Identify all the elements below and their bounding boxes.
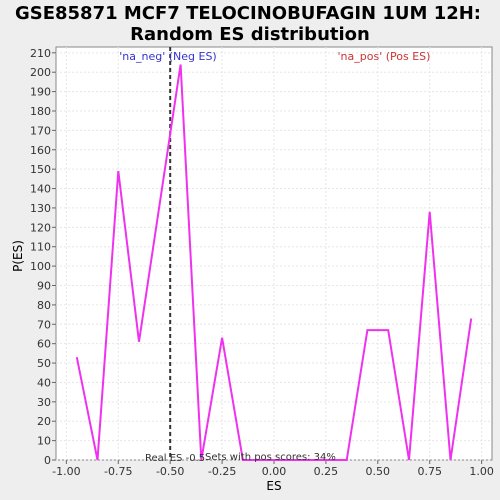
y-tick-label: 20	[37, 415, 51, 428]
y-tick-label: 180	[30, 105, 51, 118]
pos-scores-label: Sets with pos scores: 34%	[205, 452, 336, 463]
y-tick-label: 170	[30, 124, 51, 137]
y-tick-label: 0	[44, 454, 51, 467]
x-axis-ticks: -1.00 -0.75 -0.50 -0.25 0.00 0.25 0.50 0.75 1.00	[52, 460, 494, 478]
y-tick-label: 80	[37, 299, 51, 312]
neg-es-label: 'na_neg' (Neg ES)	[119, 50, 216, 63]
series-line	[75, 64, 473, 461]
x-tick-label: 0.00	[262, 465, 287, 478]
y-tick-label: 210	[30, 47, 51, 60]
y-tick-label: 40	[37, 376, 51, 389]
y-tick-label: 100	[30, 260, 51, 273]
chart-title-line2: Random ES distribution	[130, 24, 370, 45]
pos-es-label: 'na_pos' (Pos ES)	[338, 50, 431, 63]
chart-title-line1: GSE85871 MCF7 TELOCINOBUFAGIN 1UM 12H:	[15, 3, 481, 24]
y-tick-label: 50	[37, 357, 51, 370]
x-tick-label: 0.50	[366, 465, 391, 478]
x-tick-label: 0.25	[314, 465, 339, 478]
real-es-label: Real ES -0.5	[145, 453, 205, 464]
y-tick-label: 60	[37, 338, 51, 351]
y-tick-label: 160	[30, 144, 51, 157]
y-tick-label: 120	[30, 221, 51, 234]
grid-lines	[56, 47, 492, 461]
x-axis-label: ES	[266, 479, 281, 493]
y-tick-label: 150	[30, 163, 51, 176]
x-tick-label: 1.00	[469, 465, 494, 478]
x-tick-label: 0.75	[417, 465, 442, 478]
y-axis-ticks: 0 10 20 30 40 50 60 70 80 90 100 110 120 130 140 150 160…	[30, 47, 56, 467]
y-tick-label: 110	[30, 241, 51, 254]
x-tick-label: -0.75	[104, 465, 132, 478]
y-tick-label: 10	[37, 435, 51, 448]
y-tick-label: 90	[37, 279, 51, 292]
y-axis-label: P(ES)	[11, 240, 25, 272]
y-tick-label: 190	[30, 86, 51, 99]
x-tick-label: -0.25	[208, 465, 236, 478]
y-tick-label: 30	[37, 396, 51, 409]
y-tick-label: 70	[37, 318, 51, 331]
x-tick-label: -1.00	[52, 465, 80, 478]
y-tick-label: 140	[30, 183, 51, 196]
y-tick-label: 130	[30, 202, 51, 215]
y-tick-label: 200	[30, 66, 51, 79]
x-tick-label: -0.50	[156, 465, 184, 478]
